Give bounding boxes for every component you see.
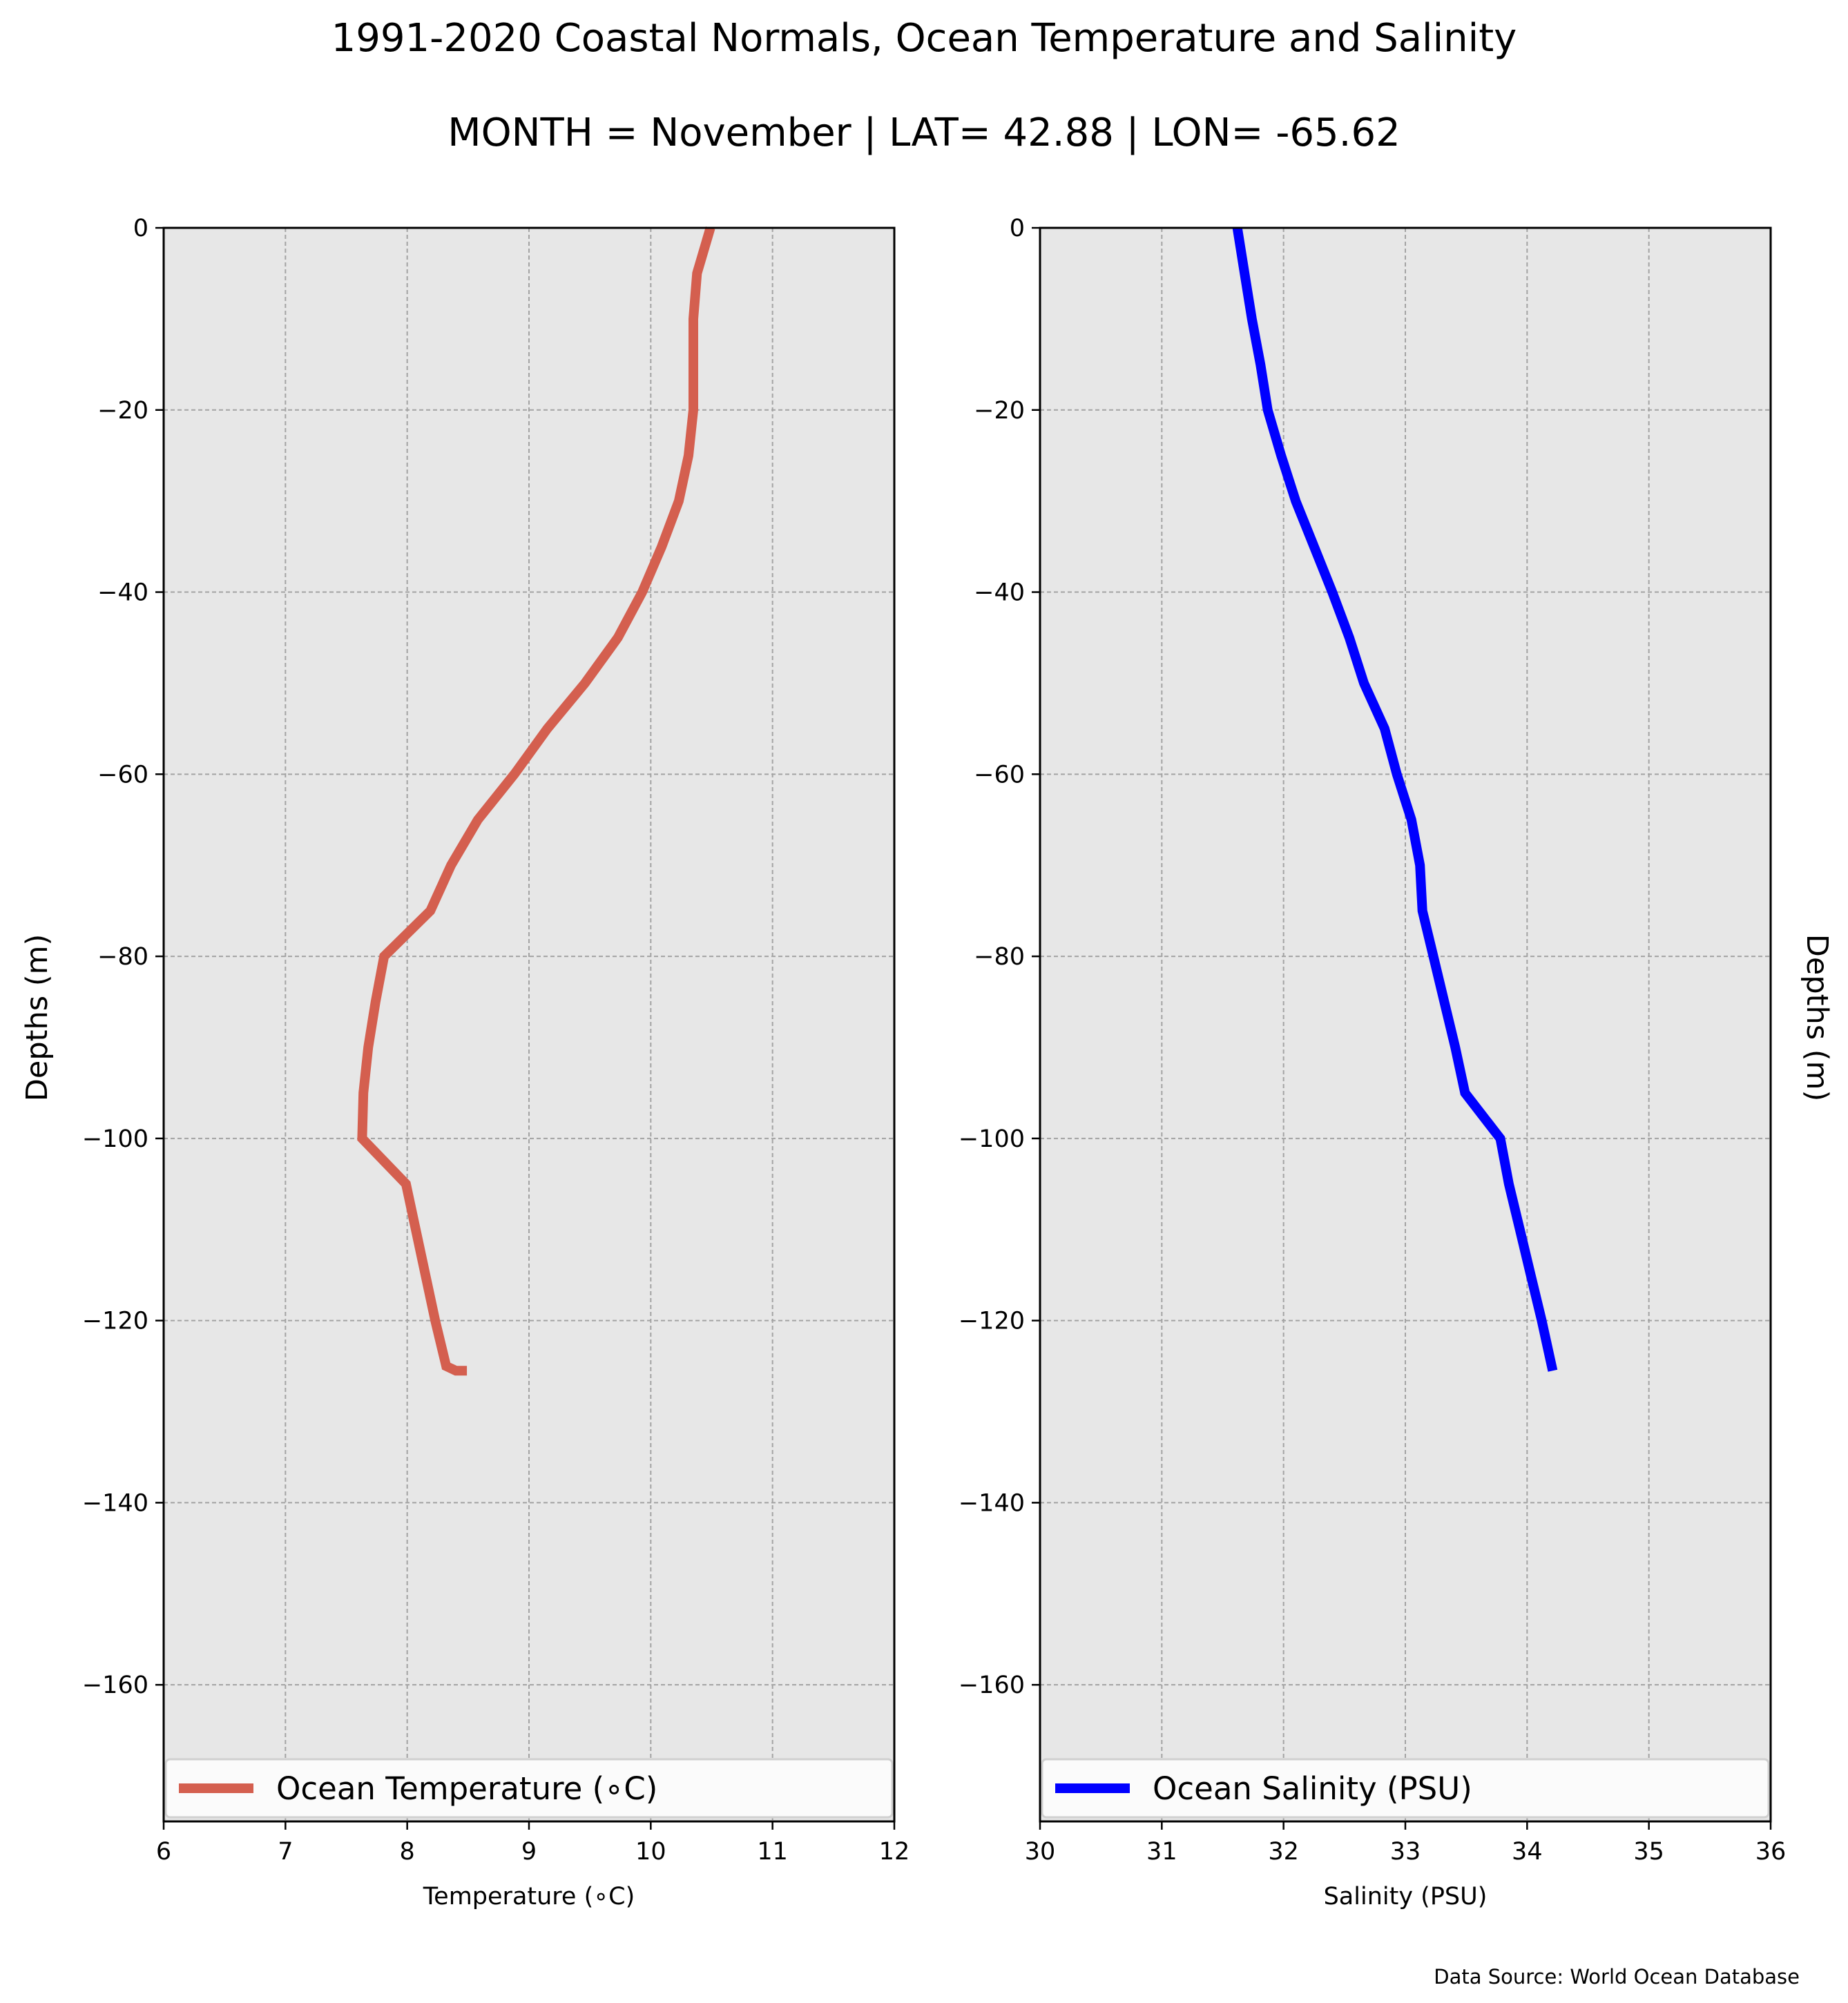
temperature-y-tick-label: −120 (82, 1308, 148, 1335)
data-source-note: Data Source: World Ocean Database (1434, 1965, 1800, 1989)
left-y-axis-title: Depths (m) (20, 934, 55, 1101)
salinity-x-axis-title: Salinity (PSU) (1324, 1883, 1488, 1910)
salinity-x-tick-label: 32 (1268, 1838, 1299, 1866)
temperature-y-tick-label: 0 (133, 215, 148, 242)
salinity-y-tick-label: −40 (974, 579, 1025, 607)
temperature-y-tick-label: −100 (82, 1125, 148, 1153)
temperature-x-tick-label: 6 (156, 1838, 171, 1866)
salinity-y-tick-label: −120 (959, 1308, 1025, 1335)
temperature-series-line (357, 226, 715, 1376)
salinity-legend-box (1041, 1758, 1770, 1819)
salinity-legend-label: Ocean Salinity (PSU) (1153, 1770, 1472, 1807)
salinity-legend: Ocean Salinity (PSU) (1041, 1758, 1770, 1819)
salinity-y-tick-label: −60 (974, 761, 1025, 788)
temperature-y-tick-label: −20 (97, 397, 148, 425)
temperature-legend: Ocean Temperature (∘C) (164, 1758, 894, 1819)
salinity-y-tick-label: −100 (959, 1125, 1025, 1153)
temperature-x-axis-title: Temperature (∘C) (423, 1883, 635, 1910)
salinity-series-line (1232, 226, 1558, 1372)
temperature-y-tick-label: −160 (82, 1672, 148, 1699)
temperature-legend-box (164, 1758, 894, 1819)
temperature-legend-label: Ocean Temperature (∘C) (276, 1770, 657, 1807)
salinity-y-tick-label: −140 (959, 1489, 1025, 1517)
temperature-y-tick-label: −60 (97, 761, 148, 788)
chart-title: 1991-2020 Coastal Normals, Ocean Tempera… (331, 16, 1517, 61)
salinity-y-tick-label: −160 (959, 1672, 1025, 1699)
salinity-x-tick-label: 30 (1025, 1838, 1056, 1866)
salinity-x-tick-label: 31 (1146, 1838, 1177, 1866)
temperature-x-tick-label: 11 (757, 1838, 788, 1866)
salinity-y-tick-label: −20 (974, 397, 1025, 425)
temperature-y-tick-label: −40 (97, 579, 148, 607)
temperature-x-tick-label: 8 (400, 1838, 415, 1866)
temperature-x-tick-label: 9 (521, 1838, 537, 1866)
salinity-x-tick-label: 34 (1512, 1838, 1543, 1866)
temperature-x-tick-label: 7 (278, 1838, 293, 1866)
temperature-x-tick-label: 12 (879, 1838, 910, 1866)
temperature-y-tick-label: −80 (97, 943, 148, 971)
temperature-y-tick-label: −140 (82, 1489, 148, 1517)
temperature-x-tick-label: 10 (635, 1838, 666, 1866)
salinity-panel: Ocean Salinity (PSU) 30 31 32 33 34 35 36 0 −20 −4… (959, 215, 1786, 1910)
right-y-axis-title: Depths (m) (1800, 934, 1834, 1101)
salinity-x-tick-label: 33 (1390, 1838, 1421, 1866)
chart-subtitle: MONTH = November | LAT= 42.88 | LON= -65… (447, 110, 1401, 155)
salinity-x-tick-label: 35 (1633, 1838, 1664, 1866)
salinity-x-tick-label: 36 (1755, 1838, 1787, 1866)
salinity-y-tick-label: 0 (1010, 215, 1025, 242)
salinity-y-tick-label: −80 (974, 943, 1025, 971)
temperature-panel: Ocean Temperature (∘C) 6 7 8 9 10 11 12 0 −20 −40 −… (82, 215, 909, 1910)
